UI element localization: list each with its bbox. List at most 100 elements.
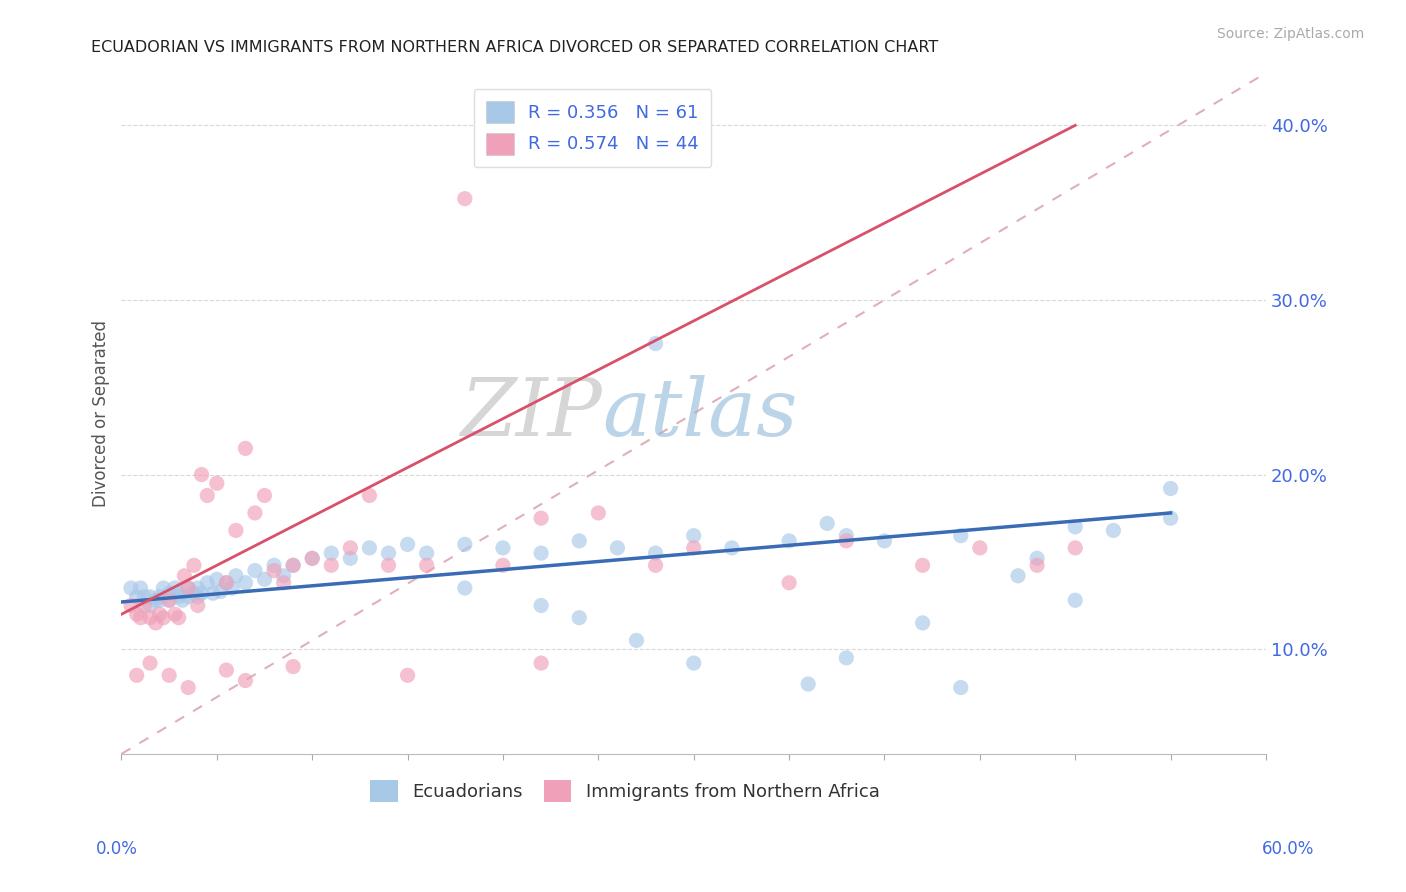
Point [120, 581, 142, 595]
Point [1026, 551, 1049, 566]
Point [682, 528, 704, 542]
Point [415, 558, 437, 573]
Point [190, 586, 212, 600]
Point [263, 558, 285, 573]
Point [815, 516, 838, 531]
Point [152, 581, 174, 595]
Point [235, 673, 257, 688]
Point [835, 533, 858, 548]
Point [530, 546, 553, 560]
Point [183, 586, 205, 600]
Text: 0.0%: 0.0% [96, 840, 138, 858]
Point [139, 599, 162, 613]
Point [1026, 558, 1049, 573]
Point [339, 541, 361, 555]
Point [125, 668, 148, 682]
Point [167, 586, 190, 600]
Point [145, 615, 167, 630]
Point [215, 575, 238, 590]
Y-axis label: Divorced or Separated: Divorced or Separated [93, 320, 110, 507]
Point [201, 586, 224, 600]
Point [243, 564, 266, 578]
Point [120, 599, 142, 613]
Point [167, 610, 190, 624]
Point [321, 558, 343, 573]
Point [1064, 593, 1087, 607]
Point [530, 511, 553, 525]
Point [568, 533, 591, 548]
Point [1007, 569, 1029, 583]
Point [588, 506, 610, 520]
Point [157, 586, 180, 600]
Point [145, 593, 167, 607]
Point [606, 541, 628, 555]
Point [139, 610, 162, 624]
Point [682, 656, 704, 670]
Point [149, 607, 172, 622]
Point [263, 564, 285, 578]
Point [454, 537, 477, 551]
Point [139, 656, 162, 670]
Point [835, 651, 858, 665]
Point [1102, 524, 1125, 538]
Point [157, 668, 180, 682]
Point [492, 558, 515, 573]
Point [183, 558, 205, 573]
Point [273, 569, 295, 583]
Point [134, 599, 156, 613]
Point [873, 533, 896, 548]
Text: ZIP: ZIP [460, 375, 602, 452]
Point [134, 590, 156, 604]
Point [911, 558, 934, 573]
Point [125, 590, 148, 604]
Point [281, 558, 304, 573]
Point [215, 663, 238, 677]
Point [911, 615, 934, 630]
Point [177, 581, 200, 595]
Point [177, 681, 200, 695]
Point [195, 575, 218, 590]
Point [195, 488, 218, 502]
Point [149, 590, 172, 604]
Point [273, 575, 295, 590]
Point [235, 442, 257, 456]
Point [177, 590, 200, 604]
Point [125, 607, 148, 622]
Point [644, 558, 666, 573]
Point [187, 590, 209, 604]
Point [359, 541, 381, 555]
Point [163, 607, 186, 622]
Point [644, 336, 666, 351]
Point [377, 546, 399, 560]
Point [225, 569, 247, 583]
Point [492, 541, 515, 555]
Point [1160, 511, 1182, 525]
Point [396, 668, 419, 682]
Point [530, 656, 553, 670]
Point [797, 677, 820, 691]
Point [215, 575, 238, 590]
Point [626, 633, 648, 648]
Point [778, 533, 800, 548]
Point [377, 558, 399, 573]
Point [1064, 541, 1087, 555]
Point [301, 551, 323, 566]
Point [778, 575, 800, 590]
Point [253, 488, 276, 502]
Point [205, 572, 228, 586]
Point [221, 581, 243, 595]
Point [1160, 482, 1182, 496]
Point [721, 541, 744, 555]
Point [152, 610, 174, 624]
Point [454, 192, 477, 206]
Point [235, 575, 257, 590]
Point [969, 541, 991, 555]
Point [415, 546, 437, 560]
Point [949, 681, 972, 695]
Point [187, 599, 209, 613]
Point [205, 476, 228, 491]
Point [281, 659, 304, 673]
Point [253, 572, 276, 586]
Point [396, 537, 419, 551]
Point [157, 593, 180, 607]
